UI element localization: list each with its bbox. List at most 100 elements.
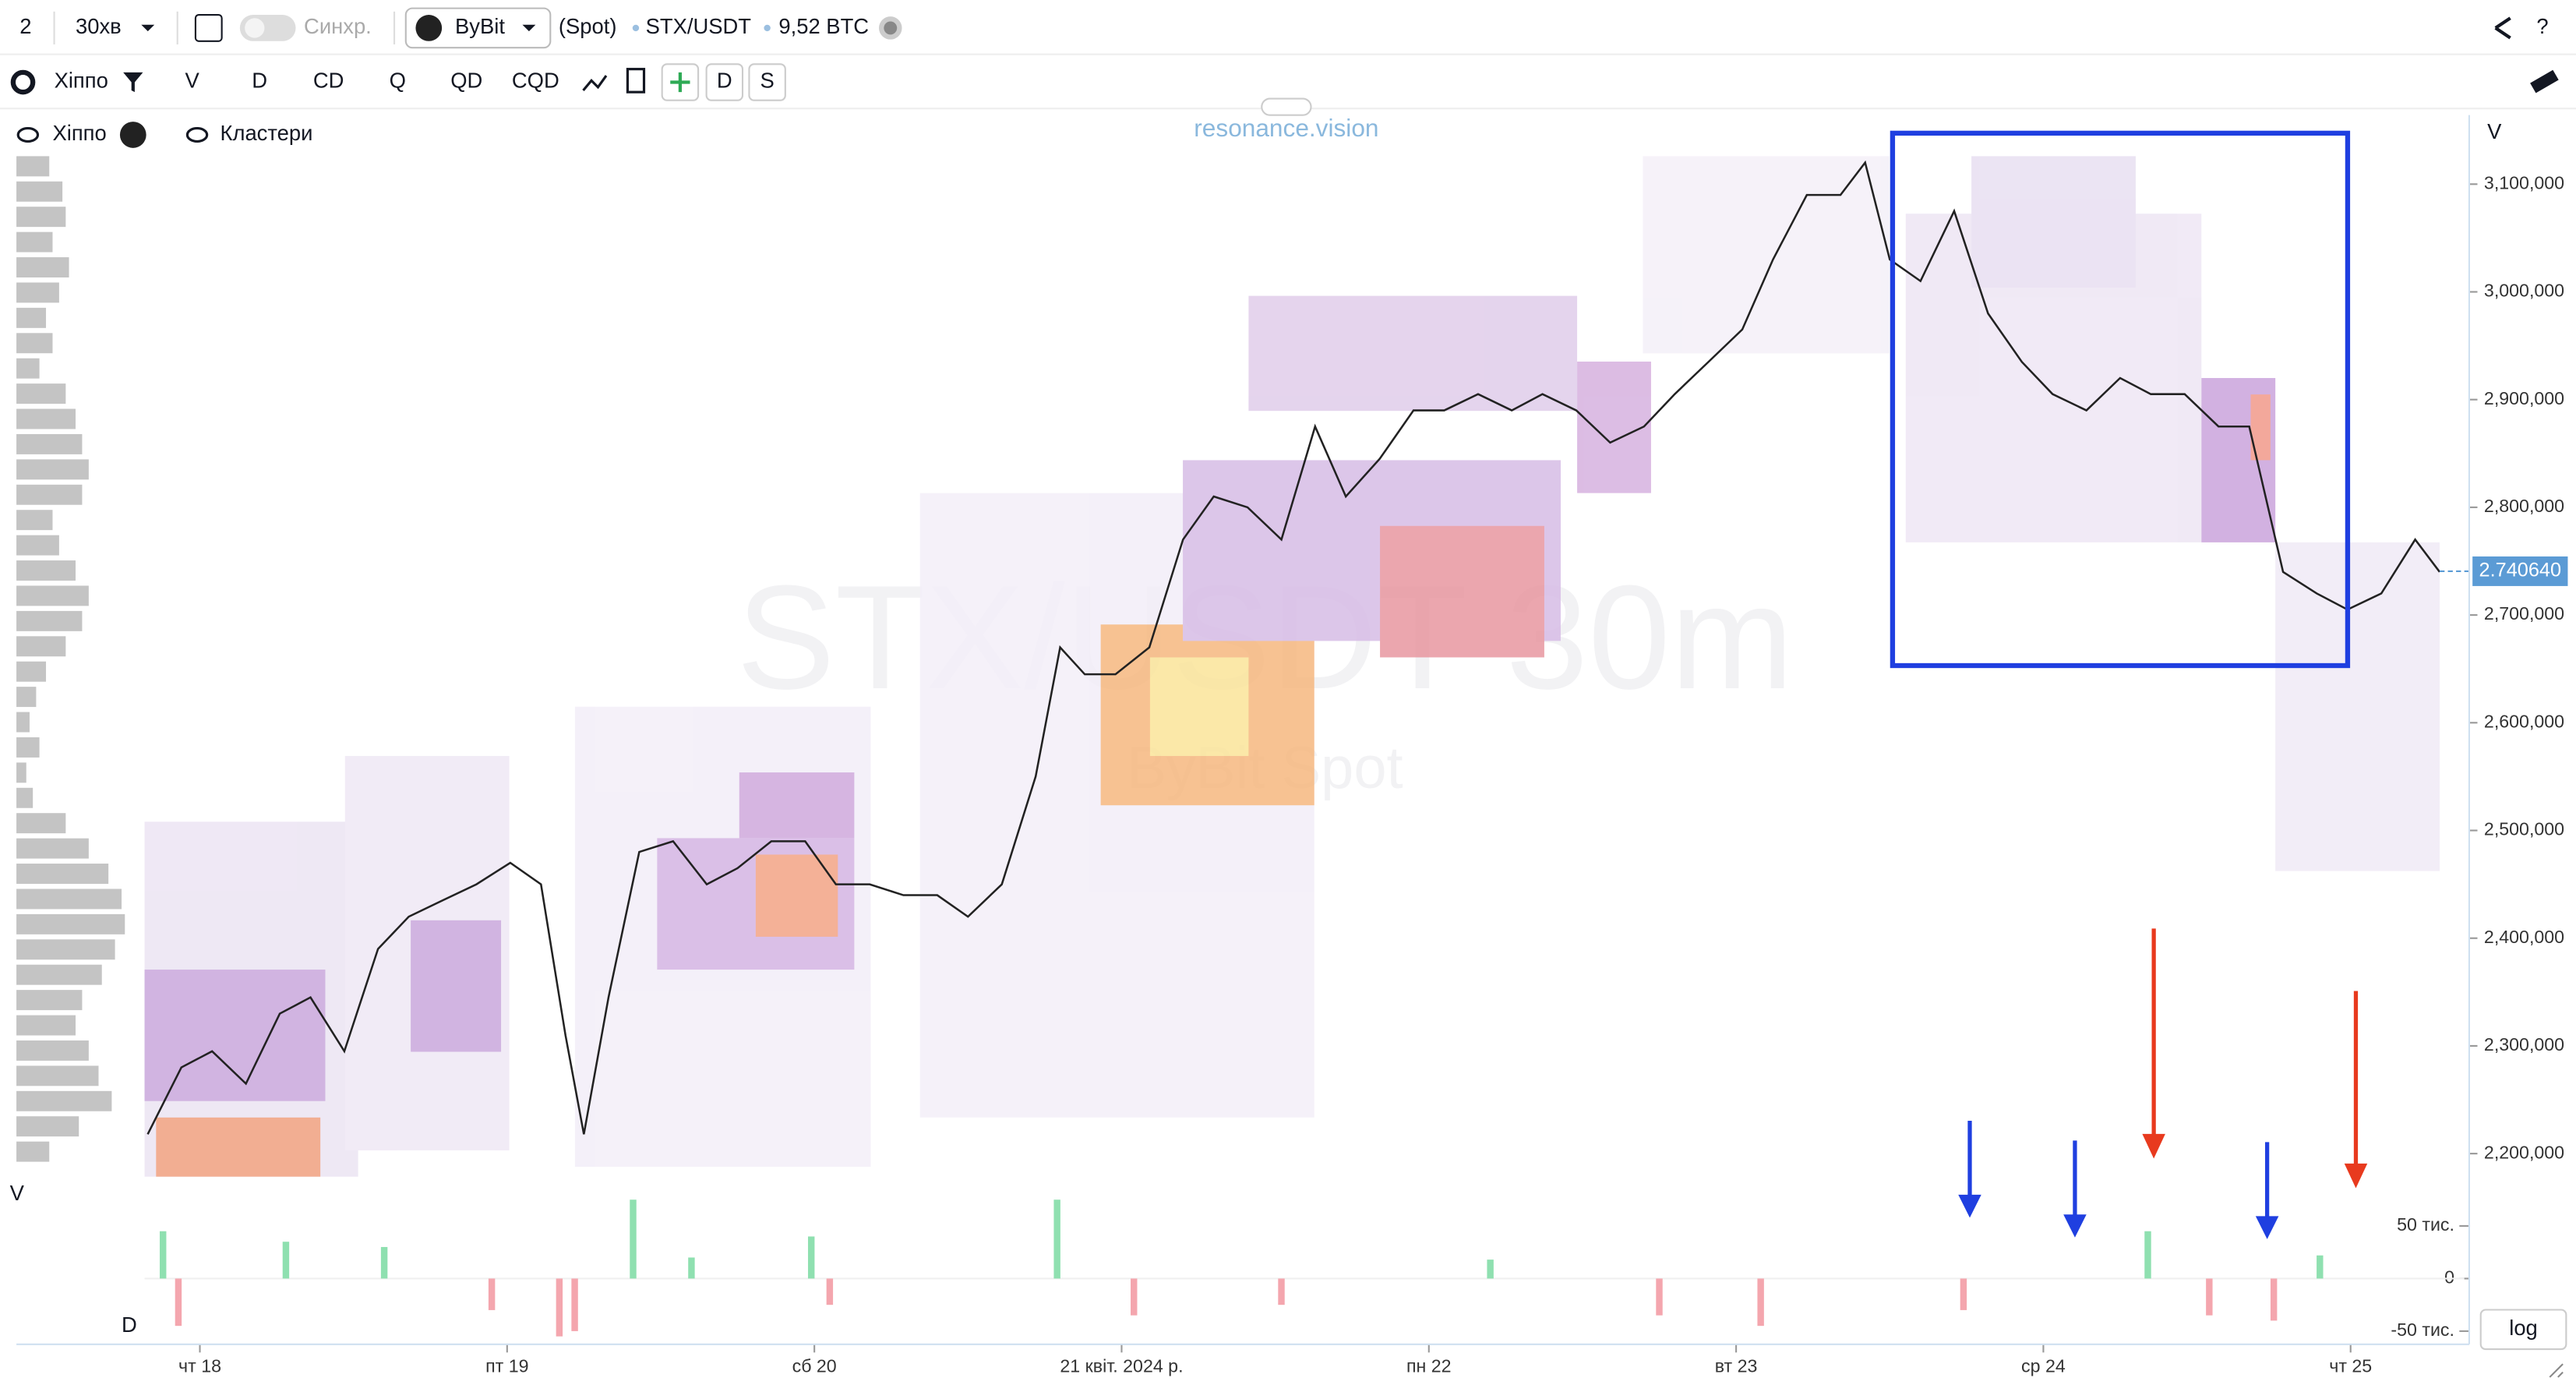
- profile-bar: [16, 156, 50, 177]
- y-tick-label: 2,700,000: [2484, 603, 2564, 624]
- y-tick-label: 2,300,000: [2484, 1034, 2564, 1055]
- profile-bar: [16, 737, 40, 758]
- delta-bar: [1656, 1278, 1663, 1316]
- indicator-button[interactable]: CQD: [512, 69, 559, 93]
- profile-bar: [16, 231, 53, 253]
- profile-bar: [16, 307, 47, 328]
- delta-bar: [2270, 1278, 2278, 1321]
- x-tick-label: пт 19: [485, 1355, 528, 1376]
- delta-bar: [488, 1278, 496, 1310]
- profile-bar: [16, 610, 83, 631]
- indicator-button[interactable]: Q: [390, 69, 406, 93]
- y-tick-label: 2,400,000: [2484, 927, 2564, 947]
- profile-bar: [16, 1090, 112, 1111]
- exchange-select[interactable]: [404, 7, 552, 49]
- profile-bar: [16, 939, 115, 960]
- delta-bar: [159, 1231, 167, 1279]
- y-axis-title: V: [2487, 119, 2502, 143]
- add-button[interactable]: [661, 63, 700, 101]
- layout-button[interactable]: 2: [19, 14, 31, 38]
- y-tick-label: 2,800,000: [2484, 496, 2564, 516]
- toggle-button[interactable]: [748, 63, 786, 101]
- fit-icon[interactable]: [194, 14, 223, 42]
- profile-bar: [16, 990, 83, 1011]
- indicator-name: Хіппо: [55, 69, 108, 93]
- profile-bar: [16, 282, 59, 303]
- market-label: (Spot): [559, 14, 617, 38]
- y-tick-label: 2,200,000: [2484, 1142, 2564, 1162]
- profile-bar: [16, 712, 30, 733]
- symbol-label: STX/USDT: [646, 14, 752, 38]
- delta-bar: [380, 1246, 388, 1279]
- y-tick-label: 3,000,000: [2484, 281, 2564, 301]
- profile-bar: [16, 636, 66, 657]
- delta-bar: [2144, 1231, 2151, 1279]
- log-button[interactable]: [2479, 1309, 2567, 1351]
- delta-bar: [1960, 1278, 1967, 1310]
- profile-bar: [16, 383, 66, 405]
- settings-icon[interactable]: [10, 69, 36, 95]
- profile-bar: [16, 1141, 50, 1162]
- delta-bar: [1131, 1278, 1138, 1316]
- delta-bar: [282, 1242, 290, 1279]
- profile-bar: [16, 333, 53, 354]
- delta-tick-label: 50 тис.: [2397, 1214, 2454, 1235]
- indicator-button[interactable]: QD: [450, 69, 482, 93]
- profile-bar: [16, 964, 102, 985]
- profile-bar: [16, 838, 89, 859]
- help-button[interactable]: ?: [2536, 14, 2548, 38]
- profile-bar: [16, 484, 83, 505]
- delta-bar: [1757, 1278, 1764, 1327]
- volume-label: 9,52 BTC: [778, 14, 869, 38]
- last-price-label: 2.740640: [2479, 560, 2562, 581]
- filter-icon[interactable]: [123, 72, 143, 93]
- delta-bar: [175, 1278, 182, 1327]
- delta-bar: [2317, 1255, 2324, 1279]
- delta-bar: [556, 1278, 563, 1337]
- profile-bar: [16, 787, 34, 808]
- indicator-button[interactable]: V: [185, 69, 200, 93]
- x-tick-label: пн 22: [1406, 1355, 1452, 1376]
- profile-bar: [16, 889, 122, 910]
- indicator-button[interactable]: D: [252, 69, 267, 93]
- delta-bar: [807, 1236, 815, 1279]
- profile-bar: [16, 358, 40, 379]
- sync-label: Синхр.: [304, 14, 372, 38]
- heatmap: [144, 156, 2440, 1177]
- delta-bar: [688, 1257, 695, 1279]
- share-icon[interactable]: [2494, 16, 2511, 40]
- delta-tick-label: -50 тис.: [2391, 1320, 2454, 1340]
- delta-bar: [1278, 1278, 1285, 1305]
- profile-bar: [16, 1015, 76, 1036]
- y-tick-label: 2,500,000: [2484, 819, 2564, 839]
- interval-select[interactable]: 30хв: [76, 14, 122, 38]
- delta-bar: [826, 1278, 834, 1305]
- y-tick-label: 3,100,000: [2484, 172, 2564, 193]
- x-tick-label: 21 квіт. 2024 р.: [1060, 1355, 1183, 1376]
- top-bar: [0, 0, 2576, 55]
- profile-bar: [16, 687, 37, 708]
- brand: resonance.vision: [1194, 114, 1378, 142]
- profile-bar: [16, 813, 66, 834]
- profile-bar: [16, 1040, 89, 1061]
- legend-item[interactable]: Кластери: [221, 121, 313, 145]
- delta-bar: [2206, 1278, 2213, 1316]
- profile-bar: [16, 560, 76, 581]
- toggle-label: D: [717, 69, 732, 93]
- profile-bar: [16, 207, 66, 228]
- profile-bar: [16, 510, 53, 531]
- toggle-button[interactable]: [705, 63, 744, 101]
- legend-item[interactable]: Хіппо: [52, 121, 106, 145]
- delta-tick-label: 0: [2444, 1267, 2454, 1288]
- x-tick-label: вт 23: [1715, 1355, 1758, 1376]
- profile-bar: [16, 913, 125, 934]
- profile-bar: [16, 257, 69, 277]
- profile-bar: [16, 459, 89, 480]
- x-tick-label: сб 20: [792, 1355, 837, 1376]
- indicator-button[interactable]: CD: [313, 69, 344, 93]
- delta-bar: [571, 1278, 578, 1331]
- delta-bar: [1053, 1199, 1060, 1279]
- profile-bar: [16, 661, 47, 682]
- lower-title-d: D: [122, 1313, 137, 1337]
